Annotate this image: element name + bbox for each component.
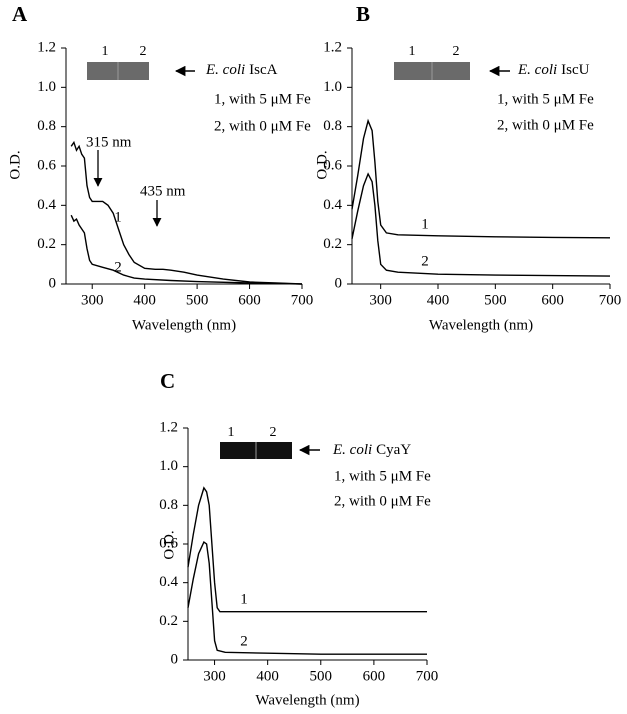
spectrum-line (70, 214, 303, 285)
spectrum-line (187, 541, 427, 655)
gel-label: E. coli IscA (205, 62, 278, 78)
gel-lane-label: 2 (270, 425, 277, 440)
y-tick-label: 0.2 (323, 236, 342, 252)
y-tick-label: 0.6 (37, 157, 56, 173)
curve-label: 1 (114, 209, 122, 225)
y-tick-label: 0.4 (37, 197, 56, 213)
x-tick-label: 400 (256, 668, 279, 684)
spectrum-line (351, 172, 611, 277)
y-tick-label: 0.6 (159, 535, 178, 551)
gel-lane-label: 2 (453, 44, 460, 59)
legend-note: 1, with 5 μM Fe (334, 468, 431, 484)
x-tick-label: 400 (133, 292, 156, 308)
y-tick-label: 1.0 (323, 79, 342, 95)
gel-lane-label: 1 (228, 425, 235, 440)
y-tick-label: 0 (49, 275, 57, 291)
curve-label: 1 (240, 591, 248, 607)
curve-label: 2 (114, 259, 122, 275)
gel-protein: IscU (561, 62, 589, 78)
spectrum-line (70, 140, 303, 285)
gel-label: E. coli IscU (517, 62, 590, 78)
x-tick-label: 400 (427, 292, 450, 308)
x-axis-label: Wavelength (nm) (429, 317, 533, 333)
gel-label: E. coli CyaY (332, 442, 411, 458)
y-axis-label: O.D. (161, 530, 177, 559)
gel-lane-label: 1 (102, 44, 109, 59)
panel: C 0 0.2 0.4 0.6 0.8 1.0 1.2 300 400 500 600 700 Wavel… (159, 369, 438, 709)
x-tick-label: 300 (81, 292, 104, 308)
x-axis-label: Wavelength (nm) (255, 692, 359, 708)
gel-protein: CyaY (376, 442, 411, 458)
spectrum-line (351, 118, 611, 239)
x-tick-label: 600 (541, 292, 564, 308)
gel-protein: IscA (249, 62, 277, 78)
y-tick-label: 0.8 (37, 118, 56, 134)
y-axis-label: O.D. (7, 150, 23, 179)
legend-note: 2, with 0 μM Fe (214, 118, 311, 134)
x-tick-label: 700 (291, 292, 314, 308)
y-tick-label: 0.6 (323, 157, 342, 173)
gel-lane-label: 1 (409, 44, 416, 59)
annotation: 435 nm (140, 183, 186, 199)
panel-letter: C (160, 369, 175, 393)
panel-letter: B (356, 2, 370, 26)
legend-note: 1, with 5 μM Fe (497, 91, 594, 107)
annotation: 315 nm (86, 134, 132, 150)
y-tick-label: 1.2 (37, 39, 56, 55)
gel-species: E. coli (517, 62, 557, 78)
x-tick-label: 500 (310, 668, 333, 684)
x-tick-label: 700 (599, 292, 622, 308)
y-tick-label: 1.2 (323, 39, 342, 55)
curve-label: 1 (421, 216, 429, 232)
x-tick-label: 500 (186, 292, 209, 308)
y-tick-label: 0.2 (37, 236, 56, 252)
spectrum-line (187, 486, 427, 613)
legend-note: 1, with 5 μM Fe (214, 91, 311, 107)
panel: A 0 0.2 0.4 0.6 0.8 1.0 1.2 300 400 500 600 700 Wavel… (7, 2, 313, 334)
x-tick-label: 600 (363, 668, 386, 684)
panel-letter: A (12, 2, 28, 26)
gel-species: E. coli (332, 442, 372, 458)
panel: B 0 0.2 0.4 0.6 0.8 1.0 1.2 300 400 500 600 700 Wavel… (314, 2, 621, 334)
gel-species: E. coli (205, 62, 245, 78)
curve-label: 2 (240, 633, 248, 649)
legend-note: 2, with 0 μM Fe (334, 493, 431, 509)
x-tick-label: 300 (369, 292, 392, 308)
y-tick-label: 1.0 (159, 458, 178, 474)
x-axis-label: Wavelength (nm) (132, 317, 236, 333)
y-tick-label: 0 (171, 651, 179, 667)
y-tick-label: 0.2 (159, 613, 178, 629)
x-tick-label: 300 (203, 668, 226, 684)
y-tick-label: 1.0 (37, 79, 56, 95)
x-tick-label: 600 (238, 292, 261, 308)
curve-label: 2 (421, 253, 429, 269)
y-tick-label: 0.4 (159, 574, 178, 590)
x-tick-label: 500 (484, 292, 507, 308)
y-tick-label: 0 (335, 275, 343, 291)
x-tick-label: 700 (416, 668, 439, 684)
y-tick-label: 0.8 (323, 118, 342, 134)
legend-note: 2, with 0 μM Fe (497, 117, 594, 133)
y-tick-label: 0.8 (159, 497, 178, 513)
y-axis-label: O.D. (314, 150, 330, 179)
gel-lane-label: 2 (140, 44, 147, 59)
y-tick-label: 1.2 (159, 419, 178, 435)
y-tick-label: 0.4 (323, 197, 342, 213)
